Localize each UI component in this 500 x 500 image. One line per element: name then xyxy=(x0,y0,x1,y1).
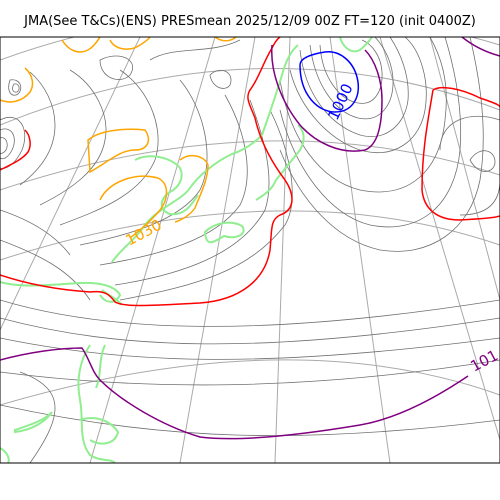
contour-line xyxy=(0,347,469,440)
coastline xyxy=(0,281,122,303)
isobar xyxy=(0,137,8,154)
coastlines xyxy=(0,37,373,463)
isobar xyxy=(0,128,15,160)
coastline xyxy=(79,417,120,445)
contour-line xyxy=(461,37,500,57)
isobar xyxy=(8,79,22,96)
map-frame xyxy=(0,36,500,464)
coastline xyxy=(77,344,116,463)
coastline xyxy=(14,411,53,434)
chart-title: JMA(See T&Cs)(ENS) PRESmean 2025/12/09 0… xyxy=(24,14,476,29)
contour-red xyxy=(0,37,500,307)
isobar xyxy=(319,39,383,104)
isobar xyxy=(149,39,241,61)
coastline xyxy=(111,134,263,263)
contour-line xyxy=(0,129,31,171)
longitude-line xyxy=(379,37,500,441)
isobar xyxy=(459,179,500,216)
contour-line xyxy=(214,37,237,42)
isobar xyxy=(469,150,496,172)
isobar xyxy=(0,337,500,360)
longitude-line xyxy=(429,37,500,301)
longitude-line xyxy=(89,37,216,463)
isobar xyxy=(279,37,484,252)
longitude-line xyxy=(274,37,291,463)
isobar xyxy=(289,37,427,153)
longitude-line xyxy=(179,37,256,463)
isobar xyxy=(279,37,447,193)
isobar xyxy=(19,71,56,186)
isobar xyxy=(0,117,26,169)
coastline xyxy=(95,344,106,389)
contour-label-101: 101 xyxy=(467,346,500,375)
isobar xyxy=(309,37,394,120)
isobar xyxy=(439,115,500,151)
latitude-line xyxy=(0,140,500,191)
contour-line xyxy=(61,37,101,53)
isobar xyxy=(12,83,20,93)
isobar xyxy=(0,209,71,256)
coastline xyxy=(0,447,10,463)
contour-label-1000: 1000 xyxy=(324,81,356,123)
contour-line xyxy=(421,89,500,221)
coastline xyxy=(255,124,305,201)
isobar xyxy=(99,55,133,80)
isobar xyxy=(39,69,107,206)
isobar xyxy=(0,299,500,327)
contour-line xyxy=(432,86,500,108)
isobar xyxy=(279,37,461,228)
contour-label-1030: 1030 xyxy=(123,216,165,250)
contour-1000 xyxy=(299,51,360,113)
isobar xyxy=(99,94,248,266)
coastline xyxy=(339,37,373,53)
isobar xyxy=(209,69,232,89)
contour-purple xyxy=(0,37,500,440)
isobar xyxy=(19,371,56,463)
contour-line xyxy=(0,37,293,307)
contour-line xyxy=(271,44,383,152)
isobar xyxy=(79,79,208,246)
isobar xyxy=(0,359,500,386)
contour-line xyxy=(299,51,360,113)
coastline xyxy=(134,155,199,216)
contour-1030 xyxy=(0,37,237,239)
contour-line xyxy=(174,154,209,223)
latitude-line xyxy=(0,210,500,261)
coastline xyxy=(261,44,299,136)
latitude-line xyxy=(0,37,500,61)
coastline xyxy=(203,221,245,244)
isobar xyxy=(0,317,500,345)
isobar xyxy=(59,69,159,226)
longitude-line xyxy=(329,37,391,463)
latitude-line xyxy=(0,359,500,406)
contour-line xyxy=(87,128,150,174)
isobars xyxy=(0,37,500,463)
isobar xyxy=(299,37,409,137)
contour-line xyxy=(99,175,168,239)
contour-line xyxy=(0,67,34,103)
isobar xyxy=(0,404,500,436)
isobar xyxy=(119,109,293,301)
contour-line xyxy=(109,37,151,50)
